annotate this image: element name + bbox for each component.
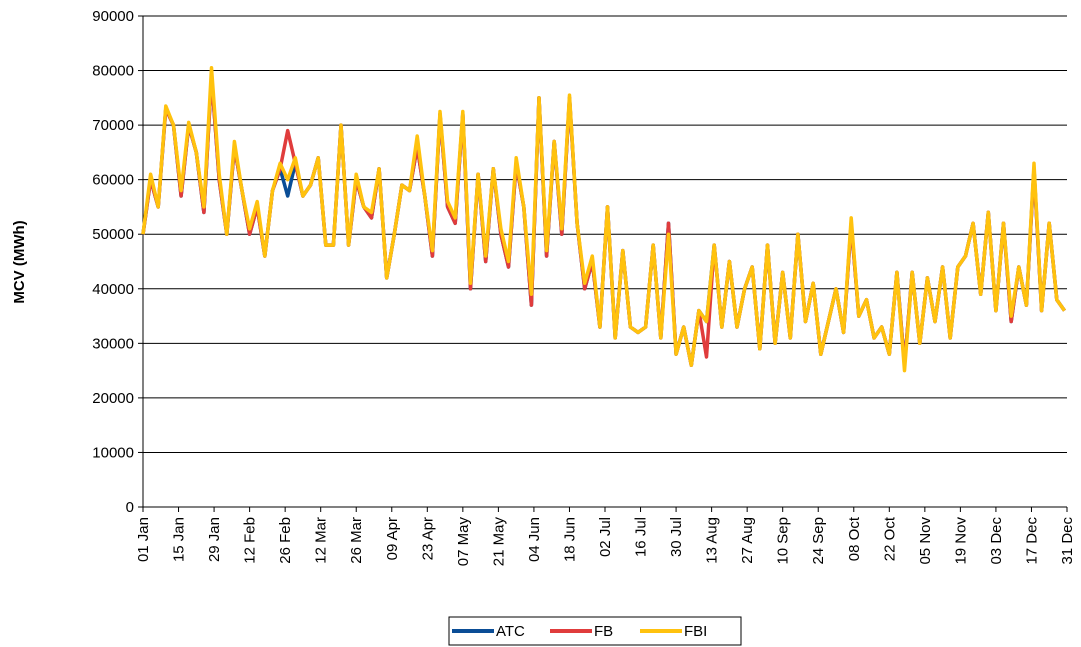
- y-tick-label: 20000: [92, 390, 134, 407]
- x-tick-label: 19 Nov: [952, 517, 969, 565]
- legend-box: [448, 616, 742, 646]
- x-tick-label: 15 Jan: [171, 517, 188, 562]
- y-axis-label: MCV (MWh): [11, 220, 28, 303]
- y-tick-label: 10000: [92, 444, 134, 461]
- x-tick-label: 12 Mar: [313, 517, 330, 564]
- x-tick-label: 17 Dec: [1023, 517, 1040, 565]
- legend-label: FBI: [684, 623, 707, 640]
- y-tick-label: 50000: [92, 226, 134, 243]
- x-tick-label: 23 Apr: [419, 517, 436, 560]
- y-tick-label: 0: [126, 499, 134, 516]
- x-tick-label: 22 Oct: [881, 516, 898, 561]
- legend-label: ATC: [496, 623, 525, 640]
- x-tick-label: 04 Jun: [526, 517, 543, 562]
- y-tick-label: 60000: [92, 172, 134, 189]
- x-tick-label: 07 May: [455, 517, 472, 567]
- x-tick-label: 21 May: [490, 517, 507, 567]
- line-series: [141, 74, 1066, 367]
- x-tick-label: 24 Sep: [810, 517, 827, 565]
- y-tick-label: 30000: [92, 335, 134, 352]
- x-tick-label: 10 Sep: [775, 517, 792, 565]
- x-tick-label: 16 Jul: [633, 517, 650, 557]
- y-tick-label: 70000: [92, 117, 134, 134]
- y-tick-label: 80000: [92, 63, 134, 80]
- legend-label: FB: [594, 623, 613, 640]
- x-tick-label: 29 Jan: [206, 517, 223, 562]
- x-tick-label: 26 Feb: [277, 517, 294, 564]
- line-series: [141, 74, 1066, 367]
- x-tick-label: 09 Apr: [384, 517, 401, 560]
- x-tick-label: 12 Feb: [242, 517, 259, 564]
- x-tick-label: 30 Jul: [668, 517, 685, 557]
- x-tick-label: 08 Oct: [846, 516, 863, 561]
- x-tick-label: 02 Jul: [597, 517, 614, 557]
- line-series: [141, 66, 1066, 373]
- y-tick-label: 90000: [92, 8, 134, 25]
- y-tick-label: 40000: [92, 281, 134, 298]
- x-tick-label: 13 Aug: [704, 517, 721, 564]
- x-tick-label: 18 Jun: [561, 517, 578, 562]
- x-tick-label: 01 Jan: [135, 517, 152, 562]
- x-tick-label: 05 Nov: [917, 517, 934, 565]
- x-tick-label: 27 Aug: [739, 517, 756, 564]
- x-tick-label: 26 Mar: [348, 517, 365, 564]
- x-tick-label: 03 Dec: [988, 517, 1005, 565]
- x-tick-label: 31 Dec: [1059, 517, 1076, 565]
